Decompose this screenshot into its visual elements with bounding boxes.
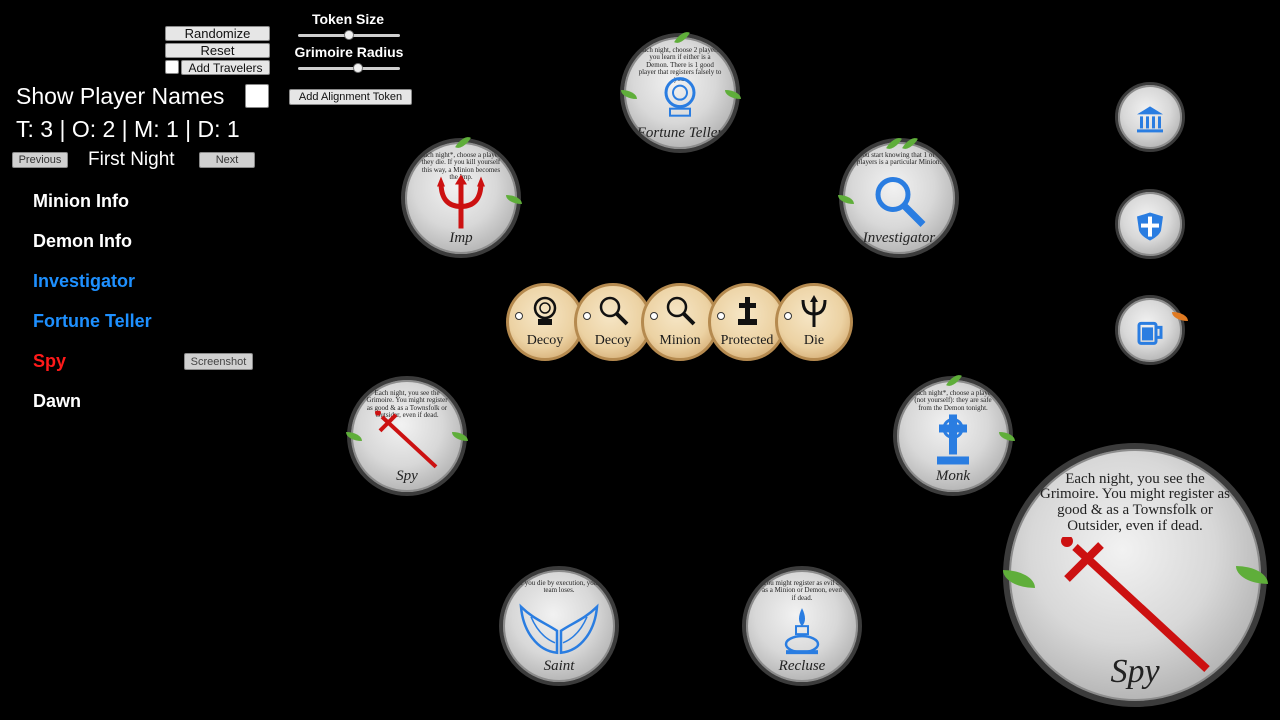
token-investigator[interactable]: You start knowing that 1 of 2 players is… (839, 138, 959, 258)
token-name: Saint (543, 658, 575, 675)
token-size-slider-handle[interactable] (344, 30, 354, 40)
trident-icon (437, 174, 485, 229)
leaf-icon (506, 195, 522, 204)
add-travelers-checkbox[interactable] (165, 60, 179, 74)
show-player-names-label: Show Player Names (16, 83, 225, 109)
reminder-dot (515, 312, 523, 320)
leaf-icon (838, 195, 854, 204)
token-fortune-teller[interactable]: Each night, choose 2 players: you learn … (620, 33, 740, 153)
team-counts: T: 3 | O: 2 | M: 1 | D: 1 (16, 116, 240, 142)
sword-icon (375, 410, 438, 469)
token-ability-text: You start knowing that 1 of 2 players is… (856, 151, 942, 167)
reminder-label: Die (803, 333, 825, 348)
token-fabled-sentinel[interactable] (1115, 189, 1185, 259)
next-button[interactable]: Next (199, 152, 255, 168)
reminder-dot (784, 312, 792, 320)
phase-label: First Night (88, 149, 175, 170)
reminder-label: Minion (659, 333, 701, 348)
beer-mug-icon (1137, 321, 1163, 345)
grimoire-radius-slider-handle[interactable] (353, 63, 363, 73)
leaf-icon (725, 90, 741, 99)
night-item-minion-info[interactable]: Minion Info (33, 191, 129, 211)
trident-icon (801, 295, 827, 327)
oil-lamp-icon (784, 608, 820, 655)
night-item-demon-info[interactable]: Demon Info (33, 231, 132, 251)
token-name: Recluse (778, 658, 826, 675)
token-imp[interactable]: Each night*, choose a player: they die. … (401, 138, 521, 258)
token-spy-large[interactable]: Each night, you see the Grimoire. You mi… (1003, 443, 1267, 707)
token-fabled-judge[interactable] (1115, 82, 1185, 152)
grimoire-radius-slider[interactable] (298, 67, 400, 70)
night-item-investigator[interactable]: Investigator (33, 271, 136, 291)
reminder-token-minion[interactable]: Minion (641, 283, 719, 361)
show-player-names-checkbox[interactable] (245, 84, 269, 108)
reminder-token-decoy-1[interactable]: Decoy (506, 283, 584, 361)
token-ability-text: Each night*, choose a player (not yourse… (912, 389, 994, 412)
token-fabled-drunk[interactable] (1115, 295, 1185, 365)
leaf-icon (452, 432, 468, 441)
add-alignment-token-button[interactable]: Add Alignment Token (289, 89, 412, 105)
night-item-dawn[interactable]: Dawn (33, 391, 82, 411)
magnifier-icon (666, 296, 696, 326)
tombstone-cross-icon (937, 414, 969, 465)
night-item-spy[interactable]: Spy (33, 351, 67, 371)
token-spy[interactable]: Each night, you see the Grimoire. You mi… (347, 376, 467, 496)
tombstone-cross-icon (738, 297, 757, 325)
token-name: Monk (935, 468, 971, 485)
token-monk[interactable]: Each night*, choose a player (not yourse… (893, 376, 1013, 496)
randomize-button[interactable]: Randomize (165, 26, 270, 41)
reminder-label: Decoy (594, 333, 632, 348)
previous-button[interactable]: Previous (12, 152, 68, 168)
token-name: Spy (396, 468, 418, 485)
leaf-icon (999, 432, 1015, 441)
reminder-dot (583, 312, 591, 320)
token-size-label: Token Size (311, 11, 385, 27)
sword-icon (1061, 537, 1210, 672)
reset-button[interactable]: Reset (165, 43, 270, 58)
reminder-label: Protected (720, 333, 774, 348)
token-saint[interactable]: If you die by execution, your team loses… (499, 566, 619, 686)
courthouse-icon (1137, 106, 1163, 133)
reminder-token-die[interactable]: Die (775, 283, 853, 361)
reminder-token-protected[interactable]: Protected (708, 283, 786, 361)
token-ability-text: Each night, you see the Grimoire. You mi… (366, 389, 448, 420)
reminder-dot (717, 312, 725, 320)
shield-icon (1137, 212, 1163, 241)
leaf-icon (1172, 312, 1188, 321)
leaf-icon (621, 90, 637, 99)
token-name: Spy (1110, 652, 1160, 690)
grimoire-radius-label: Grimoire Radius (294, 44, 404, 60)
token-name: Investigator (862, 230, 936, 247)
night-item-fortune-teller[interactable]: Fortune Teller (33, 311, 152, 331)
token-recluse[interactable]: You might register as evil & as a Minion… (742, 566, 862, 686)
magnifier-icon (599, 296, 629, 326)
token-name: Fortune Teller (636, 125, 724, 142)
crystal-ball-icon (533, 296, 557, 325)
add-travelers-button[interactable]: Add Travelers (181, 60, 270, 75)
token-name: Imp (449, 230, 473, 247)
token-ability-text: If you die by execution, your team loses… (518, 579, 600, 595)
reminder-label: Decoy (526, 333, 564, 348)
magnifier-icon (875, 176, 926, 227)
reminder-dot (650, 312, 658, 320)
screenshot-button[interactable]: Screenshot (184, 353, 253, 370)
wings-icon (519, 603, 599, 655)
crystal-ball-icon (664, 77, 696, 117)
token-ability-text: Each night, you see the Grimoire. You mi… (1040, 470, 1230, 534)
token-ability-text: You might register as evil & as a Minion… (762, 579, 842, 602)
leaf-icon (346, 432, 362, 441)
